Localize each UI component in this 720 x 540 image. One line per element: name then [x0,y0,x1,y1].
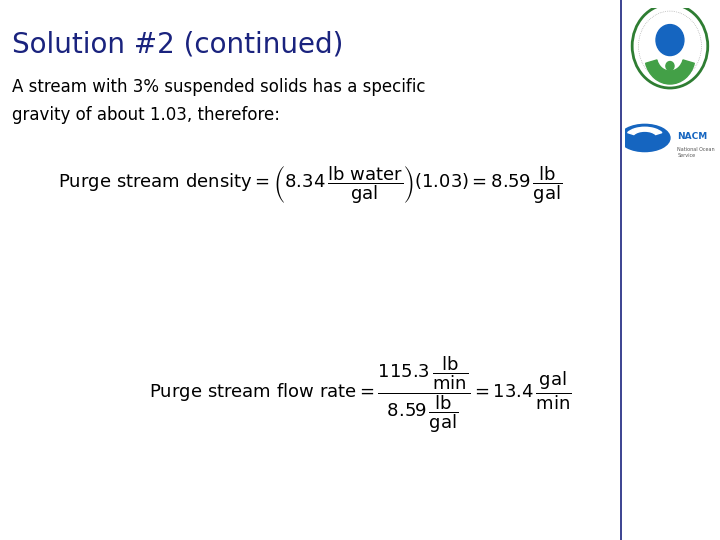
Circle shape [619,124,670,152]
Text: $\mathrm{Purge\ stream\ flow\ rate} = \dfrac{115.3\,\dfrac{\mathrm{lb}}{\mathrm{: $\mathrm{Purge\ stream\ flow\ rate} = \d… [148,355,572,435]
Text: NACM: NACM [678,132,708,141]
Text: A stream with 3% suspended solids has a specific
gravity of about 1.03, therefor: A stream with 3% suspended solids has a … [12,78,426,124]
Circle shape [656,25,684,56]
Text: $\mathrm{Purge\ stream\ density} = \left( 8.34\,\dfrac{\mathrm{lb\ water}}{\math: $\mathrm{Purge\ stream\ density} = \left… [58,164,562,206]
Text: Solution #2 (continued): Solution #2 (continued) [12,30,343,58]
Text: National Ocean
Service: National Ocean Service [678,147,715,158]
Wedge shape [628,127,662,134]
Circle shape [666,62,674,71]
Wedge shape [646,60,694,84]
